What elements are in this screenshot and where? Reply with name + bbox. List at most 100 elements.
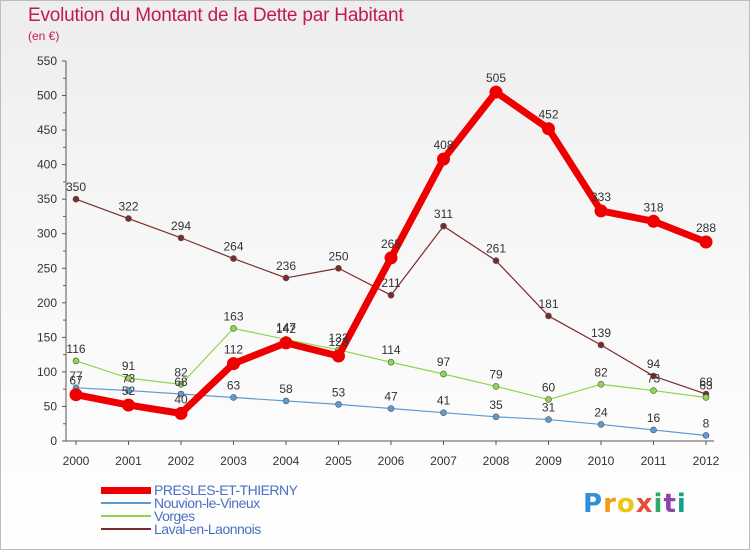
y-tick-label: 350 <box>37 192 57 206</box>
legend-label: Nouvion-le-Vineux <box>154 495 260 511</box>
y-tick-label: 250 <box>37 261 57 275</box>
data-label-vorges: 82 <box>174 365 188 379</box>
data-label-nouvion-le-vineux: 24 <box>594 405 608 419</box>
data-point-laval-en-laonnois <box>335 264 342 272</box>
data-label-nouvion-le-vineux: 77 <box>69 369 83 383</box>
data-label-nouvion-le-vineux: 47 <box>384 390 398 404</box>
y-tick-label: 450 <box>37 123 57 137</box>
data-point-vorges <box>702 394 710 401</box>
data-label-laval-en-laonnois: 250 <box>328 249 348 263</box>
data-point-laval-en-laonnois <box>230 255 237 262</box>
data-point-vorges <box>177 381 185 388</box>
data-label-vorges: 132 <box>328 331 348 345</box>
chart-title: Evolution du Montant de la Dette par Hab… <box>28 5 404 26</box>
data-label-nouvion-le-vineux: 63 <box>227 378 241 392</box>
data-point-laval-en-laonnois <box>387 291 395 299</box>
data-point-nouvion-le-vineux <box>335 401 342 408</box>
y-tick-label: 400 <box>37 158 57 172</box>
data-label-vorges: 163 <box>223 309 243 323</box>
y-tick-label: 150 <box>37 330 57 344</box>
data-label-presles-et-thierny: 505 <box>486 71 506 85</box>
data-label-laval-en-laonnois: 294 <box>171 219 191 233</box>
data-label-nouvion-le-vineux: 41 <box>437 394 451 408</box>
legend-swatch <box>101 487 151 494</box>
data-label-presles-et-thierny: 318 <box>643 200 663 214</box>
x-tick-label: 2009 <box>535 454 562 468</box>
data-point-presles-et-thierny <box>594 204 608 218</box>
data-point-laval-en-laonnois <box>650 372 657 380</box>
data-point-presles-et-thierny <box>279 336 293 350</box>
data-label-nouvion-le-vineux: 53 <box>332 385 346 399</box>
x-tick-label: 2012 <box>693 454 720 468</box>
data-label-laval-en-laonnois: 94 <box>647 357 661 371</box>
data-label-vorges: 97 <box>437 355 451 369</box>
data-point-presles-et-thierny <box>699 235 713 249</box>
x-tick-label: 2001 <box>115 454 142 468</box>
data-label-vorges: 82 <box>594 365 608 379</box>
data-point-vorges <box>597 381 605 388</box>
data-point-nouvion-le-vineux <box>545 416 552 423</box>
data-label-presles-et-thierny: 123 <box>328 335 348 349</box>
x-tick-label: 2002 <box>168 454 195 468</box>
data-label-nouvion-le-vineux: 16 <box>647 411 661 425</box>
data-point-nouvion-le-vineux <box>387 405 395 412</box>
x-tick-label: 2010 <box>588 454 615 468</box>
legend-swatch <box>101 515 151 517</box>
data-label-presles-et-thierny: 333 <box>591 190 611 204</box>
x-tick-label: 2008 <box>483 454 510 468</box>
data-point-nouvion-le-vineux <box>597 421 605 428</box>
data-point-vorges <box>230 325 237 332</box>
data-label-vorges: 60 <box>542 381 556 395</box>
data-label-presles-et-thierny: 265 <box>381 237 401 251</box>
data-point-laval-en-laonnois <box>440 222 447 230</box>
x-tick-label: 2004 <box>273 454 300 468</box>
data-point-nouvion-le-vineux <box>492 413 500 421</box>
data-point-laval-en-laonnois <box>545 312 552 320</box>
data-point-laval-en-laonnois <box>597 341 605 349</box>
data-point-presles-et-thierny <box>647 214 660 228</box>
data-label-presles-et-thierny: 40 <box>174 392 188 406</box>
data-label-vorges: 114 <box>381 343 400 357</box>
data-label-presles-et-thierny: 52 <box>122 384 136 398</box>
legend-swatch <box>101 528 151 530</box>
data-point-laval-en-laonnois <box>72 195 80 203</box>
data-point-laval-en-laonnois <box>282 274 290 282</box>
data-point-nouvion-le-vineux <box>282 397 290 405</box>
data-label-presles-et-thierny: 67 <box>69 374 83 388</box>
x-tick-label: 2007 <box>430 454 457 468</box>
data-label-nouvion-le-vineux: 58 <box>279 382 293 396</box>
x-tick-label: 2000 <box>63 454 90 468</box>
y-tick-label: 500 <box>37 89 57 103</box>
data-point-presles-et-thierny <box>384 251 398 265</box>
y-tick-label: 50 <box>44 399 58 413</box>
data-label-laval-en-laonnois: 261 <box>486 242 506 256</box>
data-label-laval-en-laonnois: 181 <box>538 297 558 311</box>
x-tick-label: 2005 <box>325 454 352 468</box>
y-tick-label: 550 <box>37 54 57 68</box>
data-label-presles-et-thierny: 142 <box>276 322 296 336</box>
data-point-vorges <box>650 387 657 394</box>
data-label-vorges: 79 <box>489 367 503 381</box>
data-label-laval-en-laonnois: 322 <box>118 200 138 214</box>
x-tick-label: 2011 <box>641 454 667 468</box>
data-point-nouvion-le-vineux <box>702 432 710 439</box>
data-label-laval-en-laonnois: 68 <box>699 375 713 389</box>
data-point-nouvion-le-vineux <box>177 390 185 398</box>
data-label-laval-en-laonnois: 236 <box>276 259 296 273</box>
data-label-presles-et-thierny: 288 <box>696 221 716 235</box>
y-tick-label: 0 <box>50 434 57 448</box>
data-point-vorges <box>545 396 552 403</box>
data-label-laval-en-laonnois: 350 <box>66 180 86 194</box>
data-label-presles-et-thierny: 408 <box>433 138 453 152</box>
chart-subtitle: (en €) <box>28 29 60 43</box>
data-point-nouvion-le-vineux <box>125 387 132 394</box>
data-label-presles-et-thierny: 112 <box>224 343 243 357</box>
data-label-laval-en-laonnois: 264 <box>223 240 243 254</box>
x-tick-label: 2006 <box>378 454 405 468</box>
data-label-nouvion-le-vineux: 35 <box>489 398 503 412</box>
proxiti-logo: Proxiti <box>583 489 687 519</box>
data-point-vorges <box>72 357 80 365</box>
legend-label: PRESLES-ET-THIERNY <box>154 482 298 498</box>
data-label-laval-en-laonnois: 311 <box>434 207 453 221</box>
